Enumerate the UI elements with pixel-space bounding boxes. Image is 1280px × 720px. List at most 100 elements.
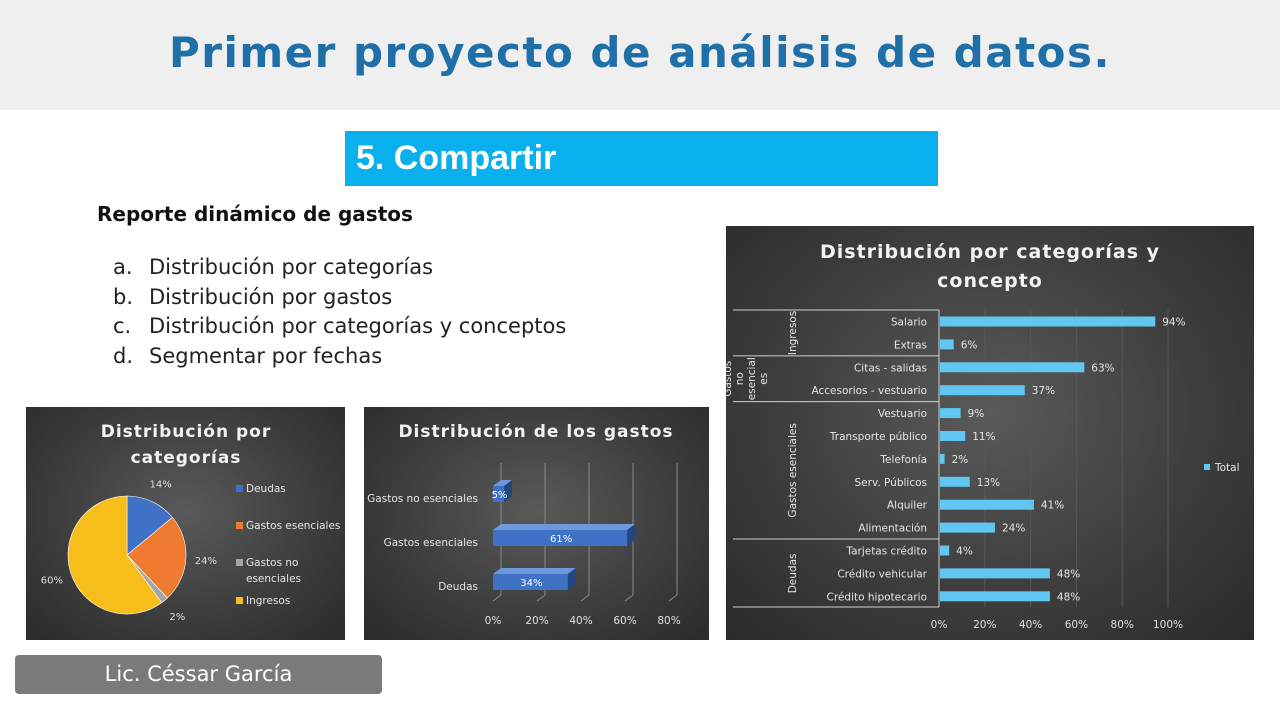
group-label: es <box>758 373 770 385</box>
legend-label: Deudas <box>246 483 286 495</box>
category-label: Tarjetas crédito <box>845 546 927 558</box>
list-marker: a. <box>113 255 133 279</box>
section-banner: 5. Compartir <box>345 131 938 186</box>
data-label: 6% <box>961 339 978 351</box>
tick-label: 40% <box>569 615 592 627</box>
legend-swatch <box>236 485 243 492</box>
category-label: Crédito vehicular <box>837 568 927 580</box>
tick-label: 60% <box>1065 619 1088 631</box>
legend-swatch <box>236 597 243 604</box>
list-marker: b. <box>113 284 134 309</box>
legend-label: Gastos esenciales <box>246 520 340 532</box>
tick-label: 80% <box>1111 619 1134 631</box>
grid-line <box>536 594 546 602</box>
tick-label: 0% <box>485 615 502 627</box>
data-label: 24% <box>195 556 217 567</box>
category-label: Transporte público <box>829 431 927 443</box>
list-item: c. Distribución por categorías y concepto… <box>113 312 566 342</box>
tick-label: 20% <box>973 619 996 631</box>
concept-bar-chart: Distribución por categorías y concepto 0% 2… <box>726 241 1240 631</box>
list-text: Distribución por categorías y conceptos <box>149 314 567 338</box>
bar <box>940 568 1050 579</box>
data-label: 14% <box>150 480 172 491</box>
data-label: 9% <box>968 408 985 420</box>
group-label: no <box>734 372 746 385</box>
pie-slice <box>126 516 187 599</box>
bar <box>940 385 1025 396</box>
legend-swatch <box>1204 464 1210 470</box>
group-label: Gastos <box>726 361 734 397</box>
author-name: Lic. Céssar García <box>104 662 293 686</box>
concept-bar-chart-panel: Distribución por categorías y concepto 0% 2… <box>726 226 1254 640</box>
bar <box>940 316 1156 327</box>
list-item: d. Segmentar por fechas <box>113 342 566 372</box>
group-label: Gastos esenciales <box>787 423 799 517</box>
bar <box>940 431 966 441</box>
pie-slice <box>126 495 173 556</box>
bar <box>940 545 950 556</box>
grid-line <box>624 594 634 602</box>
category-label: Gastos no esenciales <box>367 493 478 505</box>
spending-bar-chart-panel: Distribución de los gastos 0% 20% 40% 60% 80%… <box>364 407 709 640</box>
category-label: Crédito hipotecario <box>827 591 927 603</box>
tick-label: 40% <box>1019 619 1042 631</box>
legend-swatch <box>236 522 243 529</box>
category-label: Salario <box>891 317 927 329</box>
data-label: 61% <box>550 534 572 545</box>
chart-title: categorías <box>131 448 242 468</box>
data-label: 5% <box>492 490 508 501</box>
bar <box>940 362 1085 373</box>
data-label: 48% <box>1057 568 1080 580</box>
bar <box>940 339 954 350</box>
bar <box>940 453 945 464</box>
grid-line <box>492 594 502 602</box>
legend-label: Gastos no <box>246 557 298 569</box>
category-label: Citas - salidas <box>854 362 927 374</box>
grid-line <box>668 594 678 602</box>
section-heading: 5. Compartir <box>356 139 557 177</box>
chart-title: Distribución de los gastos <box>398 422 673 442</box>
data-label: 34% <box>520 578 542 589</box>
category-label: Gastos esenciales <box>384 537 478 549</box>
tick-label: 0% <box>931 619 948 631</box>
data-label: 60% <box>41 575 63 586</box>
category-label: Serv. Públicos <box>855 477 928 489</box>
data-label: 37% <box>1032 385 1055 397</box>
bar <box>940 499 1034 510</box>
tick-label: 100% <box>1153 619 1183 631</box>
pie-chart: Distribución por categorías 14% 24% 2% 60% Deu… <box>41 422 341 623</box>
pie-chart-panel: Distribución por categorías 14% 24% 2% 60% Deu… <box>26 407 345 640</box>
tick-label: 80% <box>657 615 680 627</box>
category-label: Alquiler <box>887 500 928 512</box>
list-marker: d. <box>113 343 134 368</box>
data-label: 4% <box>956 546 973 558</box>
bar <box>940 476 970 487</box>
data-label: 2% <box>952 454 969 466</box>
category-label: Accesorios - vestuario <box>812 385 928 397</box>
bar-side <box>567 568 576 590</box>
bar-side <box>627 524 636 546</box>
list-text: Distribución por categorías <box>149 255 434 279</box>
report-title: Reporte dinámico de gastos <box>97 202 413 226</box>
category-label: Alimentación <box>858 523 927 535</box>
tick-label: 60% <box>613 615 636 627</box>
bar <box>940 591 1050 602</box>
bar-side <box>504 480 512 502</box>
grid-line <box>580 594 590 602</box>
data-label: 94% <box>1162 317 1185 329</box>
chart-title: Distribución por categorías y <box>820 241 1160 263</box>
slide-title: Primer proyecto de análisis de datos. <box>169 28 1111 77</box>
list-text: Segmentar por fechas <box>149 343 383 368</box>
data-label: 24% <box>1002 523 1025 535</box>
data-label: 2% <box>169 612 185 623</box>
legend-label: esenciales <box>246 573 301 585</box>
data-label: 41% <box>1041 500 1064 512</box>
category-label: Extras <box>894 339 927 351</box>
legend-label: Ingresos <box>246 595 290 607</box>
bar-top <box>493 480 512 486</box>
list-item: b. Distribución por gastos <box>113 283 566 313</box>
data-label: 63% <box>1091 362 1114 374</box>
category-label: Deudas <box>438 581 478 593</box>
spending-bar-chart: Distribución de los gastos 0% 20% 40% 60% 80%… <box>367 422 681 627</box>
group-label: Deudas <box>787 554 799 594</box>
